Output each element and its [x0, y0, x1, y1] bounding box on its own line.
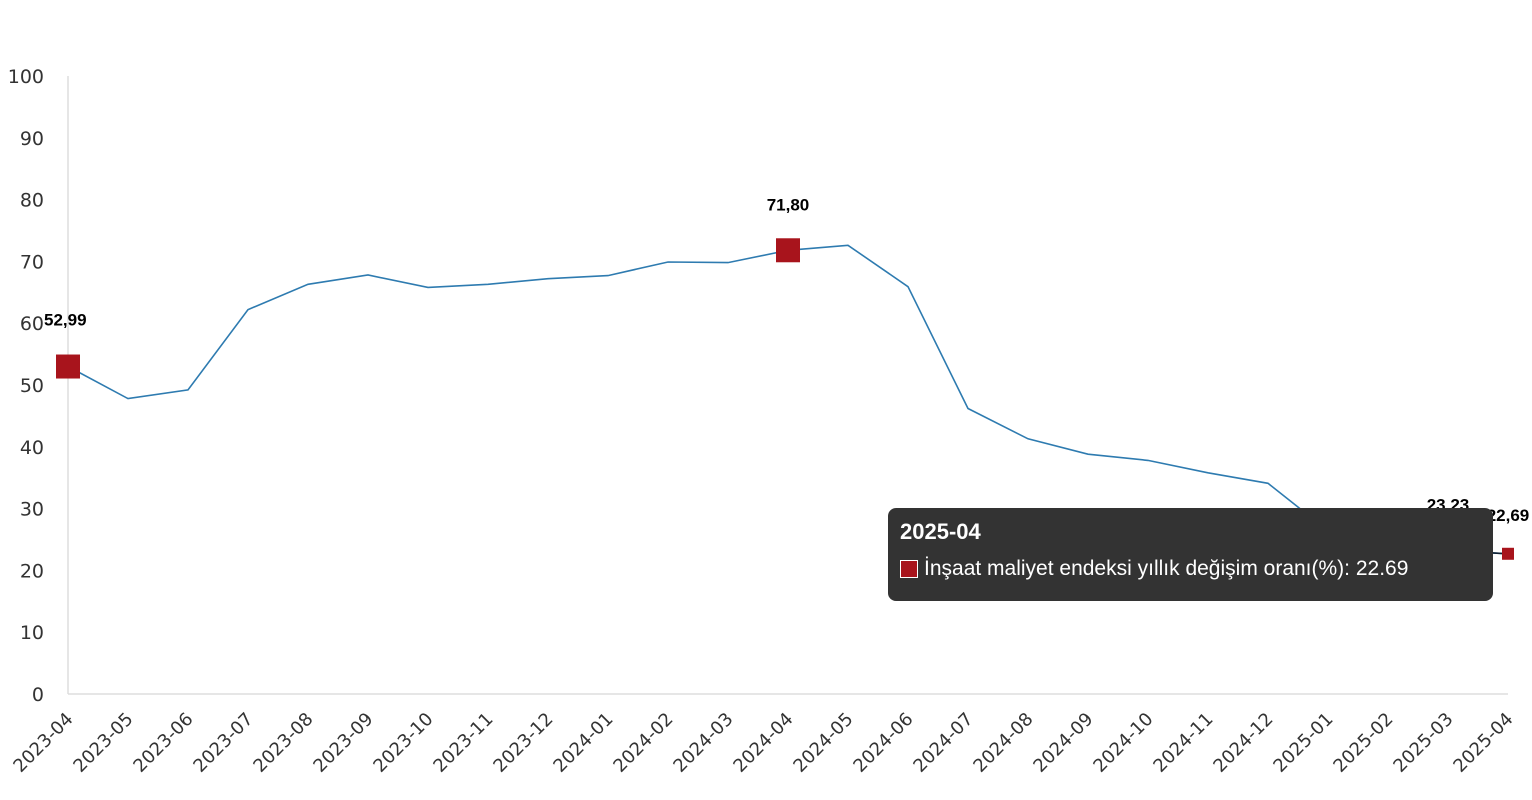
x-tick-label: 2025-01: [1269, 709, 1337, 777]
x-tick-label: 2025-02: [1329, 709, 1397, 777]
data-label: 71,80: [767, 195, 810, 214]
x-tick-label: 2023-07: [189, 709, 257, 777]
x-tick-label: 2025-03: [1389, 709, 1457, 777]
y-axis-ticks: 0 10 20 30 40 50 60 70 80 90 100: [8, 66, 44, 706]
x-tick-label: 2023-05: [69, 709, 137, 777]
data-point-marker[interactable]: [1502, 547, 1514, 560]
x-tick-label: 2024-06: [849, 709, 917, 777]
data-point-marker[interactable]: [776, 238, 800, 263]
tooltip-series-value: İnşaat maliyet endeksi yıllık değişim or…: [924, 557, 1409, 580]
y-tick-label: 100: [8, 66, 44, 88]
x-tick-label: 2024-12: [1209, 709, 1277, 777]
y-tick-label: 30: [20, 499, 44, 521]
x-axis-ticks: 2023-042023-052023-062023-072023-082023-…: [9, 709, 1517, 777]
x-tick-label: 2024-07: [909, 709, 977, 777]
x-tick-label: 2024-01: [549, 709, 617, 777]
y-tick-label: 20: [20, 560, 44, 582]
y-tick-label: 40: [20, 437, 44, 459]
x-tick-label: 2023-04: [9, 709, 77, 777]
x-tick-label: 2023-08: [249, 709, 317, 777]
data-point-marker[interactable]: [56, 354, 80, 379]
y-tick-label: 70: [20, 251, 44, 273]
y-tick-label: 60: [20, 313, 44, 335]
x-tick-label: 2024-05: [789, 709, 857, 777]
tooltip-title: 2025-04: [900, 519, 981, 544]
x-tick-label: 2023-06: [129, 709, 197, 777]
y-tick-label: 80: [20, 190, 44, 212]
data-label: 22,69: [1487, 506, 1530, 525]
y-tick-label: 10: [20, 622, 44, 644]
x-tick-label: 2025-04: [1449, 709, 1517, 777]
x-tick-label: 2023-10: [369, 709, 437, 777]
x-tick-label: 2024-03: [669, 709, 737, 777]
y-tick-label: 50: [20, 375, 44, 397]
x-tick-label: 2024-11: [1149, 709, 1217, 777]
y-tick-label: 0: [32, 684, 44, 706]
x-tick-label: 2023-12: [489, 709, 557, 777]
x-tick-label: 2024-02: [609, 709, 677, 777]
data-label: 52,99: [44, 311, 87, 330]
x-tick-label: 2023-11: [429, 709, 497, 777]
chart-tooltip: 2025-04 İnşaat maliyet endeksi yıllık de…: [888, 508, 1493, 601]
tooltip-series-swatch: [900, 560, 918, 578]
x-tick-label: 2023-09: [309, 709, 377, 777]
x-tick-label: 2024-09: [1029, 709, 1097, 777]
x-tick-label: 2024-08: [969, 709, 1037, 777]
y-tick-label: 90: [20, 128, 44, 150]
x-tick-label: 2024-10: [1089, 709, 1157, 777]
tooltip-series-row: İnşaat maliyet endeksi yıllık değişim or…: [900, 556, 1481, 582]
x-tick-label: 2024-04: [729, 709, 797, 777]
